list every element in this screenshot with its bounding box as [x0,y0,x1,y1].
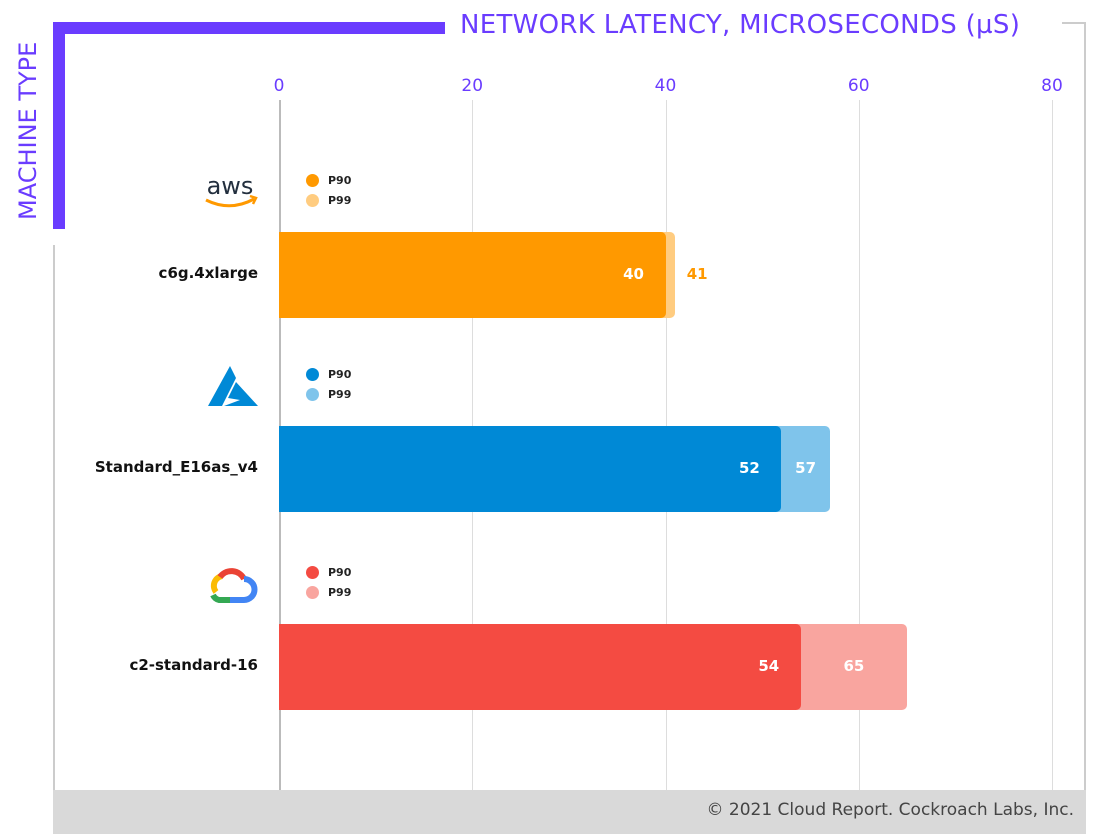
data-label-p99: 41 [686,265,708,283]
data-label-p90: 54 [758,657,780,675]
azure-logo-icon [200,364,260,409]
legend-dot-p99 [306,388,319,401]
x-tick-label: 40 [654,76,677,96]
legend-label-p90: P90 [328,566,352,579]
bar-p90 [279,232,666,318]
x-tick-label: 60 [847,76,870,96]
footer-band [53,790,1086,834]
frame-left [53,245,55,790]
legend-label-p90: P90 [328,368,352,381]
legend-dot-p90 [306,566,319,579]
bar-p90 [279,426,782,512]
legend-label-p90: P90 [328,174,352,187]
title-bracket-vertical [53,22,65,229]
legend-dot-p99 [306,586,319,599]
x-tick-label: 80 [1041,76,1063,96]
legend-dot-p90 [306,174,319,187]
gridline [858,100,860,790]
frame-right [1084,22,1086,792]
data-label-p99: 57 [795,459,817,477]
data-label-p90: 40 [623,265,644,283]
x-tick-label: 0 [273,76,285,96]
frame-top [1062,22,1086,24]
legend-label-p99: P99 [328,194,352,207]
category-label: c6g.4xlarge [158,264,258,282]
bar-p90 [279,624,801,710]
aws-logo-icon: aws [200,170,260,215]
legend-label-p99: P99 [328,388,352,401]
gridline [1052,100,1053,790]
legend-dot-p99 [306,194,319,207]
copyright: © 2021 Cloud Report. Cockroach Labs, Inc… [706,800,1074,820]
svg-text:aws: aws [207,172,254,200]
data-label-p90: 52 [739,459,760,477]
legend-label-p99: P99 [328,586,352,599]
y-axis-label: MACHINE TYPE [14,41,42,220]
category-label: Standard_E16as_v4 [94,458,258,476]
data-label-p99: 65 [843,657,865,675]
chart-title: NETWORK LATENCY, MICROSECONDS (µS) [460,10,1021,40]
category-label: c2-standard-16 [129,656,258,674]
title-bracket-horizontal [53,22,445,34]
legend-dot-p90 [306,368,319,381]
google-cloud-logo-icon [200,562,260,607]
x-tick-label: 20 [461,76,484,96]
